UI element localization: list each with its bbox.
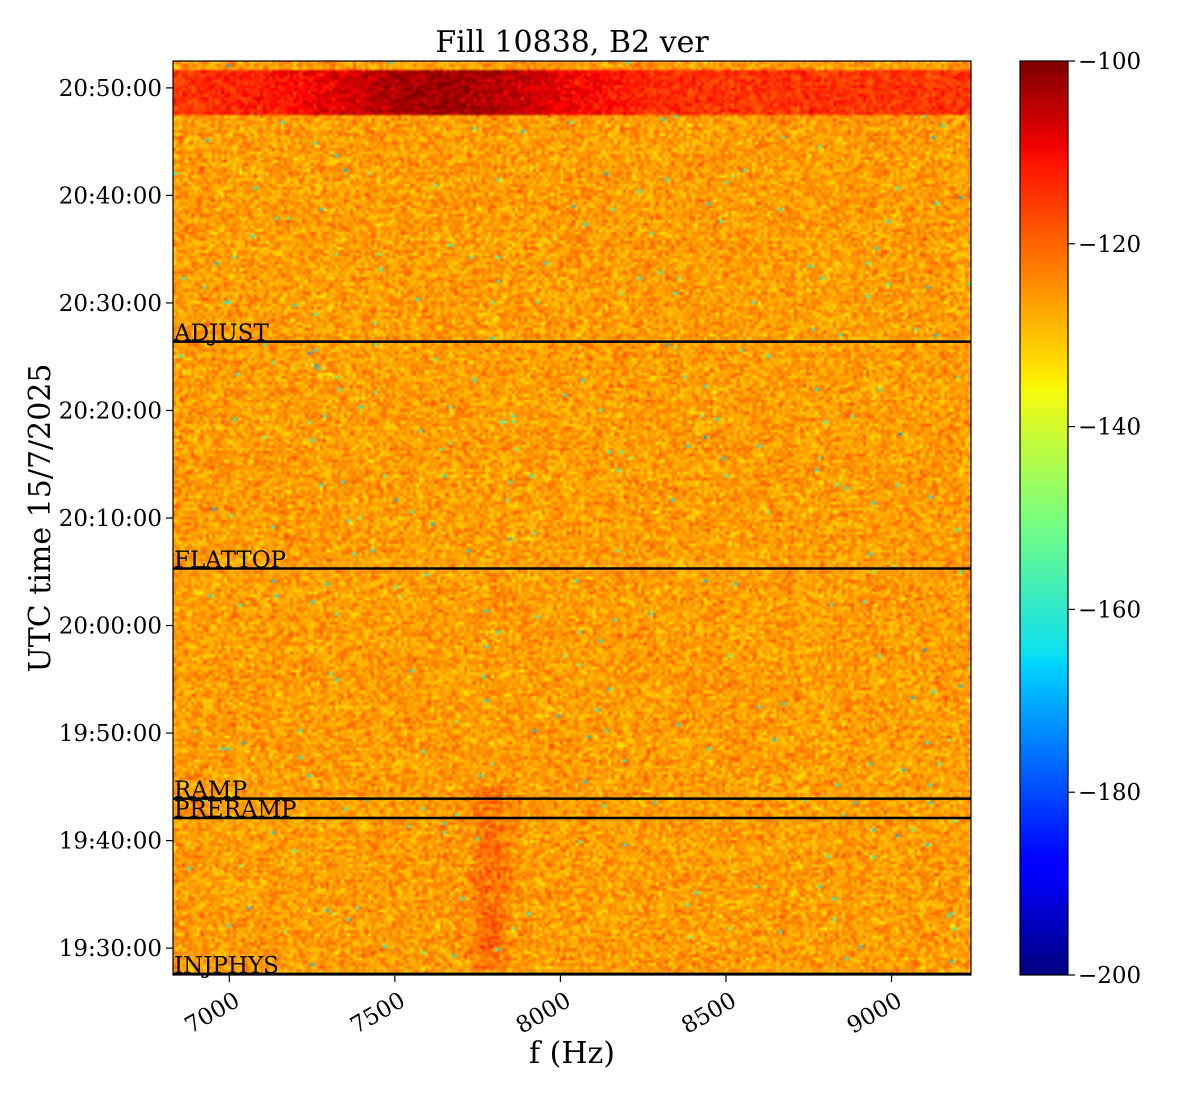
chart-title: Fill 10838, B2 ver <box>435 25 709 60</box>
x-axis-label: f (Hz) <box>529 1036 615 1071</box>
x-tick-label: 9000 <box>843 988 907 1040</box>
colorbar-tick-label: −160 <box>1078 597 1141 623</box>
y-tick-label: 20:20:00 <box>59 398 162 424</box>
y-tick-label: 19:30:00 <box>59 936 162 962</box>
phase-marker-label: PRERAMP <box>174 797 297 823</box>
y-tick-label: 19:40:00 <box>59 829 162 855</box>
phase-marker-label: FLATTOP <box>174 548 286 574</box>
colorbar-tick-label: −140 <box>1078 415 1141 441</box>
x-tick-label: 8000 <box>512 988 576 1040</box>
colorbar-ticks: −100 −120 −140 −160 −180 −200 <box>1068 49 1141 989</box>
phase-markers <box>173 340 971 975</box>
colorbar-tick-label: −200 <box>1078 963 1141 989</box>
x-axis: 7000 7500 8000 8500 9000 <box>181 975 907 1039</box>
colorbar-tick-label: −180 <box>1078 780 1141 806</box>
phase-marker-label: RAMP <box>174 778 247 804</box>
x-tick-label: 7500 <box>346 988 410 1040</box>
y-tick-label: 20:10:00 <box>59 506 162 532</box>
x-tick-label: 8500 <box>677 988 741 1040</box>
colorbar-tick-label: −100 <box>1078 49 1141 75</box>
colorbar: −100 −120 −140 −160 −180 −200 <box>1019 49 1141 989</box>
y-tick-label: 20:00:00 <box>59 614 162 640</box>
y-tick-label: 20:40:00 <box>59 183 162 209</box>
y-axis: 19:30:00 19:40:00 19:50:00 20:00:00 20:10:00… <box>59 76 173 962</box>
y-axis-label: UTC time 15/7/2025 <box>23 364 58 673</box>
y-tick-label: 20:30:00 <box>59 291 162 317</box>
phase-marker-label: INJPHYS <box>174 953 279 979</box>
colorbar-gradient <box>1019 60 1069 976</box>
y-tick-label: 20:50:00 <box>59 76 162 102</box>
colorbar-tick-label: −120 <box>1078 232 1141 258</box>
x-tick-label: 7000 <box>181 988 245 1040</box>
heatmap-image <box>173 61 971 975</box>
phase-marker-label: ADJUST <box>173 321 269 347</box>
y-tick-label: 19:50:00 <box>59 721 162 747</box>
plot-area <box>172 60 972 976</box>
